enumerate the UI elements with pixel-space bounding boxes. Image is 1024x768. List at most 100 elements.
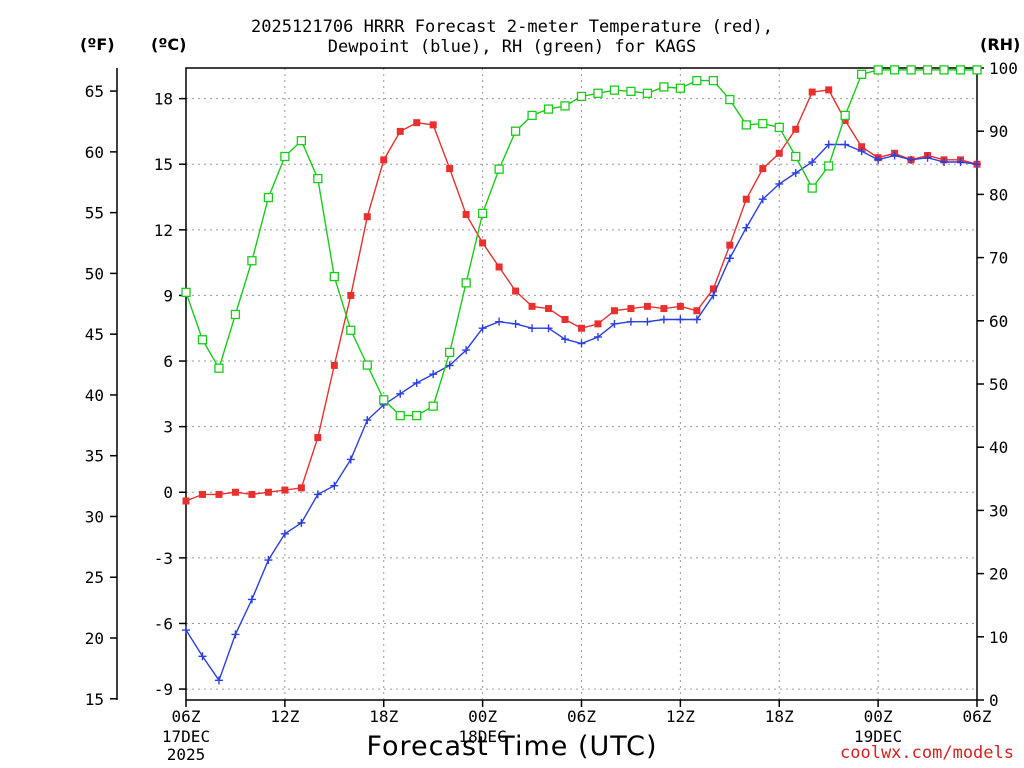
dewpoint-point bbox=[346, 455, 355, 464]
x-tick-date-label: 19DEC bbox=[854, 727, 902, 746]
fahrenheit-tick-label: 35 bbox=[85, 447, 104, 466]
temperature-point bbox=[610, 307, 618, 315]
rh-point bbox=[922, 65, 933, 75]
rh-point bbox=[626, 86, 636, 97]
temperature-point bbox=[363, 213, 371, 221]
temperature-point bbox=[182, 497, 190, 505]
rh-point bbox=[725, 94, 735, 105]
celsius-tick-label: 18 bbox=[154, 90, 173, 109]
rh-point bbox=[791, 151, 801, 162]
dewpoint-point bbox=[973, 160, 981, 169]
dewpoint-point bbox=[709, 291, 718, 300]
temperature-point bbox=[297, 484, 305, 492]
rh-point bbox=[428, 401, 438, 411]
dewpoint-point bbox=[214, 676, 223, 685]
rh-point bbox=[461, 278, 471, 288]
dewpoint-point bbox=[923, 153, 932, 162]
dewpoint-point bbox=[561, 335, 570, 344]
dewpoint-point bbox=[330, 481, 339, 490]
dewpoint-point bbox=[593, 332, 602, 341]
dewpoint-point bbox=[956, 158, 965, 167]
rh-point bbox=[510, 126, 521, 136]
dewpoint-point bbox=[495, 317, 504, 326]
dewpoint-point bbox=[544, 324, 553, 333]
fahrenheit-tick-label: 15 bbox=[85, 690, 104, 709]
fahrenheit-tick-label: 20 bbox=[85, 629, 104, 648]
temperature-point bbox=[528, 302, 536, 310]
fahrenheit-tick-label: 45 bbox=[85, 325, 104, 344]
dewpoint-point bbox=[791, 168, 800, 177]
rh-point bbox=[774, 122, 784, 133]
temperature-point bbox=[693, 307, 701, 315]
dewpoint-point bbox=[577, 339, 586, 348]
dewpoint-point bbox=[231, 630, 240, 639]
temperature-point bbox=[281, 486, 289, 494]
dewpoint-point bbox=[775, 179, 784, 188]
temperature-point bbox=[264, 488, 272, 496]
temperature-point bbox=[561, 315, 569, 323]
credit-text: coolwx.com/models bbox=[840, 743, 1014, 763]
rh-point bbox=[527, 110, 537, 121]
dewpoint-point bbox=[824, 140, 833, 149]
celsius-tick-label: 9 bbox=[163, 286, 173, 305]
dewpoint-point bbox=[940, 158, 949, 167]
rh-point bbox=[181, 287, 191, 298]
dewpoint-point bbox=[264, 556, 273, 565]
x-tick-label: 00Z bbox=[468, 707, 497, 726]
temperature-point bbox=[198, 490, 206, 498]
temperature-point bbox=[215, 490, 223, 498]
rh-point bbox=[362, 360, 372, 370]
rh-point bbox=[675, 83, 686, 93]
temperature-point bbox=[512, 287, 520, 295]
dewpoint-point bbox=[643, 317, 652, 326]
dewpoint-point bbox=[396, 389, 405, 398]
rh-point bbox=[758, 118, 768, 129]
rh-point bbox=[494, 164, 504, 174]
dewpoint-point bbox=[198, 652, 207, 661]
rh-point bbox=[856, 69, 867, 79]
rh-point bbox=[412, 410, 422, 421]
rh-tick-label: 100 bbox=[989, 59, 1018, 78]
temperature-point bbox=[330, 361, 338, 369]
fahrenheit-tick-label: 50 bbox=[85, 264, 104, 283]
x-tick-date-label: 17DEC bbox=[162, 727, 210, 746]
rh-tick-label: 80 bbox=[989, 185, 1008, 204]
x-tick-label: 18Z bbox=[765, 707, 794, 726]
x-axis-title: Forecast Time (UTC) bbox=[366, 731, 658, 762]
rh-point bbox=[329, 271, 339, 282]
rh-point bbox=[840, 110, 850, 121]
dewpoint-point bbox=[313, 490, 322, 499]
dewpoint-point bbox=[742, 223, 751, 232]
rh-point bbox=[313, 173, 323, 184]
rh-point bbox=[560, 101, 570, 111]
dewpoint-point bbox=[247, 595, 256, 604]
x-tick-label: 12Z bbox=[270, 707, 299, 726]
dewpoint-point bbox=[412, 378, 421, 387]
celsius-tick-label: 0 bbox=[163, 483, 173, 502]
celsius-tick-label: 6 bbox=[163, 352, 173, 371]
temperature-point bbox=[825, 86, 833, 94]
rh-point bbox=[741, 120, 751, 130]
temperature-point bbox=[479, 239, 487, 247]
dewpoint-point bbox=[907, 155, 916, 164]
temperature-point bbox=[396, 127, 404, 135]
rh-point bbox=[247, 256, 257, 266]
temperature-point bbox=[347, 291, 355, 299]
chart-title-line-1: 2025121706 HRRR Forecast 2-meter Tempera… bbox=[251, 17, 773, 37]
dewpoint-point bbox=[808, 158, 817, 167]
x-tick-label: 06Z bbox=[172, 707, 201, 726]
celsius-tick-label: -6 bbox=[154, 614, 173, 633]
rh-point bbox=[230, 309, 241, 320]
temperature-point bbox=[314, 434, 322, 442]
celsius-unit-label: (ºC) bbox=[151, 35, 187, 54]
rh-tick-label: 50 bbox=[989, 375, 1008, 394]
temperature-point bbox=[413, 119, 421, 127]
dewpoint-point bbox=[511, 319, 520, 328]
rh-tick-label: 20 bbox=[989, 565, 1008, 584]
x-tick-date-label: 18DEC bbox=[459, 727, 507, 746]
temperature-point bbox=[726, 241, 734, 249]
temperature-point bbox=[380, 156, 388, 164]
rh-point bbox=[873, 65, 883, 75]
rh-point bbox=[593, 88, 603, 98]
temperature-point bbox=[578, 324, 585, 332]
